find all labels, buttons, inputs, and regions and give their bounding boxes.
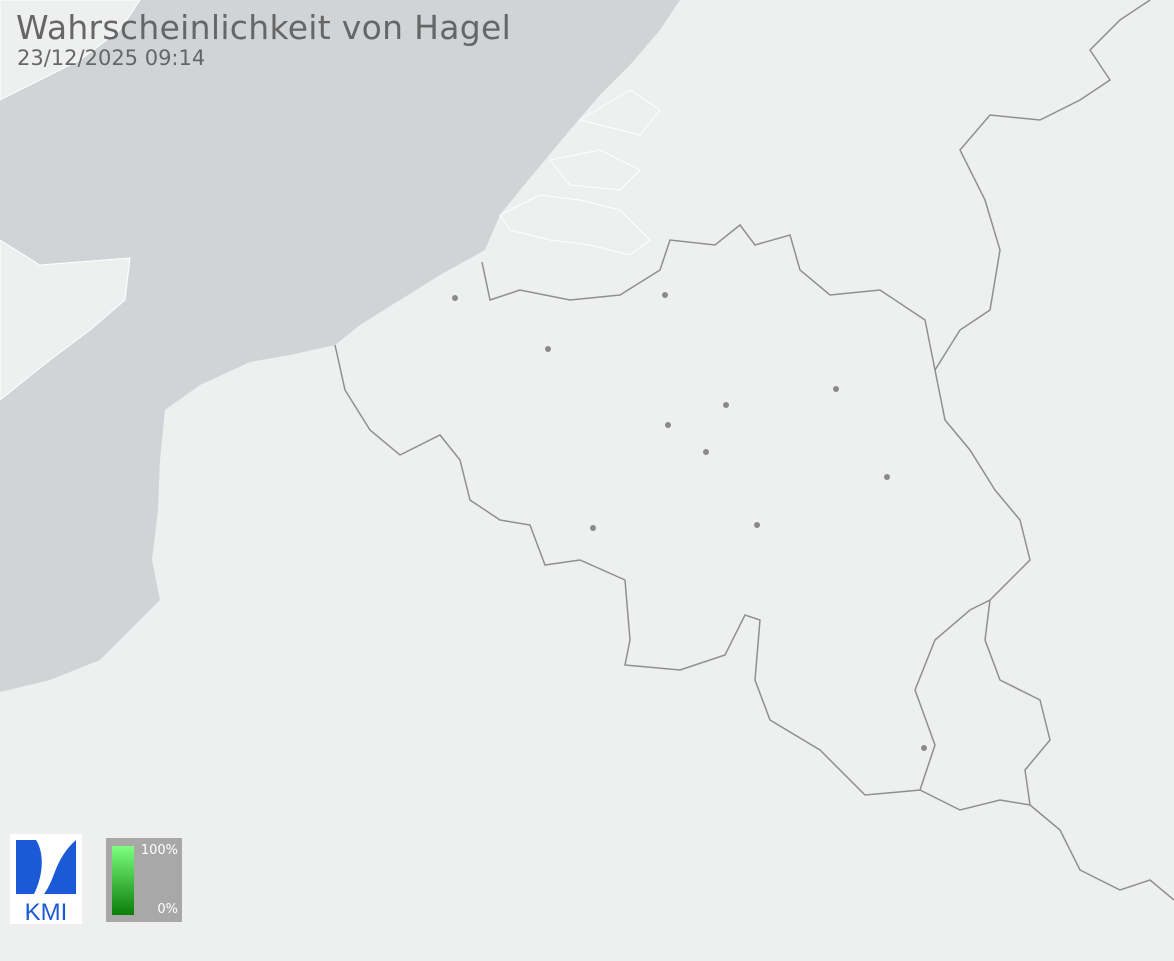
map-title: Wahrscheinlichkeit von Hagel: [16, 8, 512, 47]
luxembourg-border: [919, 599, 1051, 811]
england-north: [0, 0, 141, 101]
probability-legend: 100% 0%: [106, 838, 182, 922]
belgium-border: [334, 223, 1031, 796]
cities: [452, 292, 927, 751]
city-dot: [723, 402, 729, 408]
city-dot: [884, 474, 890, 480]
timestamp: 23/12/2025 09:14: [17, 46, 206, 70]
city-dot: [754, 522, 760, 528]
city-dot: [833, 386, 839, 392]
city-dot: [452, 295, 458, 301]
city-dot: [662, 292, 668, 298]
city-dot: [665, 422, 671, 428]
legend-min-label: 0%: [157, 902, 178, 917]
zeeland-islands: [499, 89, 661, 256]
city-dot: [545, 346, 551, 352]
legend-max-label: 100%: [140, 843, 178, 858]
kmi-logo: KMI: [10, 834, 82, 926]
netherlands-germany-border: [934, 0, 1151, 371]
city-dot: [921, 745, 927, 751]
england-coast: [0, 239, 131, 401]
city-dot: [590, 525, 596, 531]
city-dot: [703, 449, 709, 455]
legend-color-bar: [112, 846, 134, 915]
germany-france-border: [1029, 804, 1174, 901]
logo-text: KMI: [25, 899, 68, 924]
sea: [0, 0, 680, 692]
